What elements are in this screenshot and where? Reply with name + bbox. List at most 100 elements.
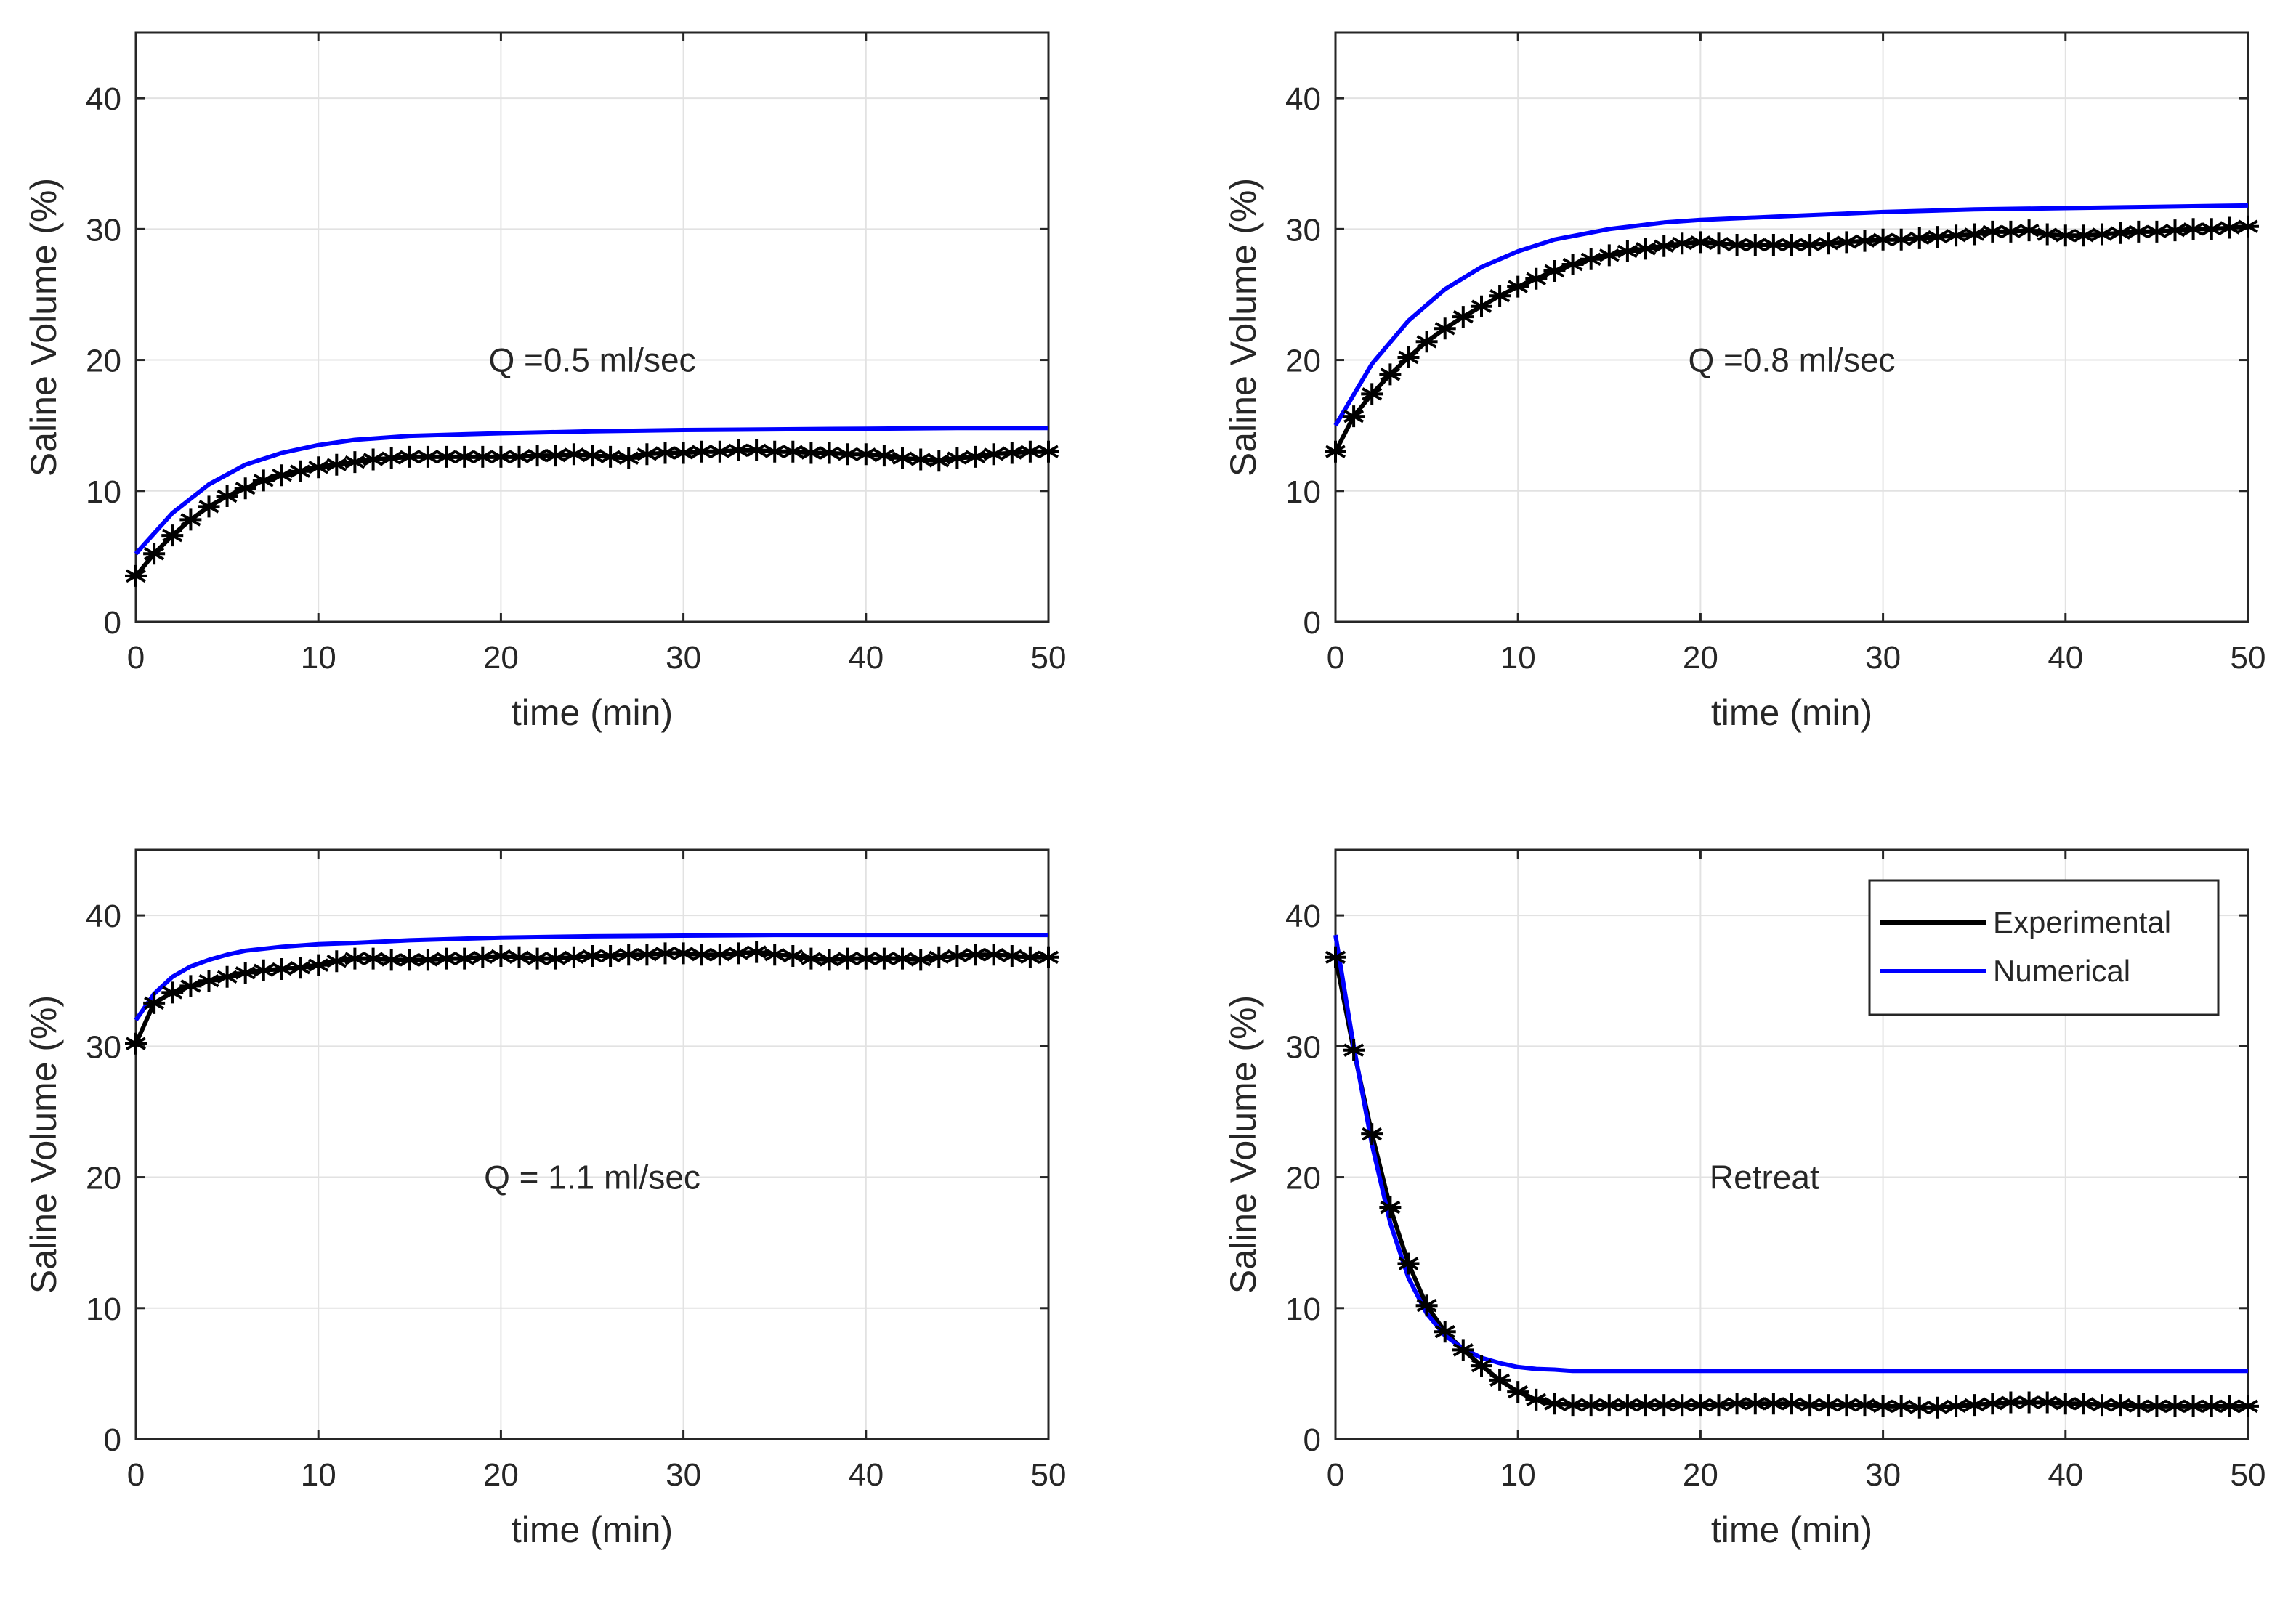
data-point-experimental (708, 944, 731, 966)
data-point-experimental (2091, 223, 2114, 246)
data-point-experimental (818, 442, 841, 464)
x-axis-label: time (min) (512, 692, 673, 733)
x-tick-label: 20 (483, 1457, 519, 1493)
data-point-experimental (380, 949, 403, 971)
data-point-experimental (1489, 1369, 1511, 1391)
x-tick-label: 30 (666, 1457, 701, 1493)
y-tick-label: 10 (86, 474, 121, 510)
y-axis-label: Saline Volume (%) (23, 995, 64, 1294)
x-tick-label: 0 (127, 640, 145, 676)
data-point-experimental (2054, 224, 2077, 247)
data-point-experimental (508, 946, 530, 968)
data-point-experimental (362, 947, 384, 970)
data-point-experimental (946, 447, 969, 469)
data-point-experimental (544, 445, 567, 467)
x-axis-label: time (min) (1711, 692, 1872, 733)
y-tick-label: 10 (1285, 1292, 1321, 1327)
data-point-experimental (252, 959, 275, 981)
data-point-experimental (1038, 946, 1059, 968)
data-point-experimental (198, 970, 220, 992)
data-point-experimental (1653, 235, 1675, 257)
data-point-experimental (326, 950, 348, 973)
y-axis-label: Saline Volume (%) (1223, 178, 1264, 477)
data-point-experimental (1525, 267, 1548, 290)
data-point-experimental (1343, 1039, 1365, 1061)
data-point-experimental (1379, 1196, 1402, 1218)
x-axis-label: time (min) (1711, 1509, 1872, 1550)
data-point-experimental (1689, 1394, 1712, 1417)
y-tick-label: 40 (1285, 899, 1321, 934)
y-tick-label: 10 (86, 1292, 121, 1327)
y-axis-label: Saline Volume (%) (23, 178, 64, 477)
data-point-experimental (125, 564, 147, 587)
data-point-experimental (1616, 1394, 1638, 1417)
data-point-experimental (289, 957, 312, 979)
data-point-experimental (2146, 220, 2168, 243)
data-point-experimental (910, 448, 932, 471)
panel-annotation: Q =0.8 ml/sec (1688, 341, 1895, 379)
data-point-experimental (1963, 1394, 1986, 1417)
data-point-experimental (1890, 1395, 1912, 1417)
y-tick-label: 40 (1285, 81, 1321, 117)
data-point-experimental (179, 508, 202, 531)
data-point-experimental (727, 439, 749, 461)
y-tick-label: 30 (86, 1029, 121, 1065)
x-tick-label: 30 (666, 640, 701, 676)
data-point-experimental (1671, 1394, 1694, 1417)
data-point-experimental (636, 944, 658, 966)
y-tick-label: 10 (1285, 474, 1321, 510)
data-point-experimental (690, 944, 713, 966)
x-tick-label: 40 (848, 1457, 884, 1493)
y-tick-label: 20 (1285, 1161, 1321, 1196)
data-point-experimental (435, 445, 458, 468)
data-point-experimental (1799, 1394, 1822, 1417)
x-tick-label: 0 (127, 1457, 145, 1493)
data-point-experimental (490, 445, 512, 468)
data-point-experimental (910, 949, 932, 971)
data-point-experimental (2218, 216, 2241, 239)
chart-panel-3: 0 10 20 30 40 50 0 10 20 30 40 time (min) Saline Vol… (23, 848, 1066, 1550)
data-point-experimental (745, 941, 768, 963)
data-point-experimental (1762, 234, 1784, 256)
data-point-experimental (1452, 1339, 1474, 1361)
y-tick-label: 0 (1303, 605, 1321, 641)
data-point-experimental (1001, 442, 1023, 464)
data-point-experimental (1543, 1393, 1566, 1415)
axes-box (134, 848, 1050, 1440)
chart-panel-2: 0 10 20 30 40 50 0 10 20 30 40 time (min) Saline Vol… (1223, 31, 2265, 733)
legend: Experimental Numerical (1868, 879, 2220, 1016)
x-axis-label: time (min) (512, 1509, 673, 1550)
data-point-experimental (289, 460, 312, 482)
data-point-experimental (234, 962, 256, 984)
plot-area (1335, 33, 2248, 622)
data-point-experimental (1543, 260, 1566, 282)
chart-panel-1: 0 10 20 30 40 50 0 10 20 30 40 time (min) Saline Vol… (23, 31, 1066, 733)
y-tick-label: 0 (1303, 1422, 1321, 1458)
x-tick-label: 30 (1865, 640, 1901, 676)
data-point-experimental (2237, 215, 2259, 238)
series-line-numerical (1333, 203, 2249, 427)
data-point-experimental (1781, 1393, 1803, 1415)
x-tick-label: 20 (483, 640, 519, 676)
data-point-experimental (1561, 254, 1584, 275)
data-point-experimental (1926, 1396, 1949, 1419)
data-point-experimental (453, 445, 476, 468)
data-point-experimental (270, 464, 293, 487)
data-point-experimental (398, 445, 421, 468)
data-point-experimental (1361, 383, 1383, 405)
data-point-experimental (198, 495, 220, 518)
data-point-experimental (526, 947, 549, 970)
data-point-experimental (2182, 1395, 2204, 1417)
legend-box (1868, 879, 2220, 1016)
data-point-experimental (1726, 1393, 1748, 1415)
data-point-experimental (2000, 220, 2022, 243)
legend-label-numerical: Numerical (1993, 954, 2130, 988)
data-point-experimental (326, 453, 348, 476)
y-axis-label: Saline Volume (%) (1223, 995, 1264, 1294)
data-point-experimental (1707, 1394, 1730, 1417)
data-point-experimental (1872, 228, 1894, 251)
data-point-experimental (2127, 220, 2150, 243)
data-point-experimental (1470, 295, 1492, 317)
data-point-experimental (1945, 1395, 1968, 1417)
data-point-experimental (2164, 219, 2186, 242)
